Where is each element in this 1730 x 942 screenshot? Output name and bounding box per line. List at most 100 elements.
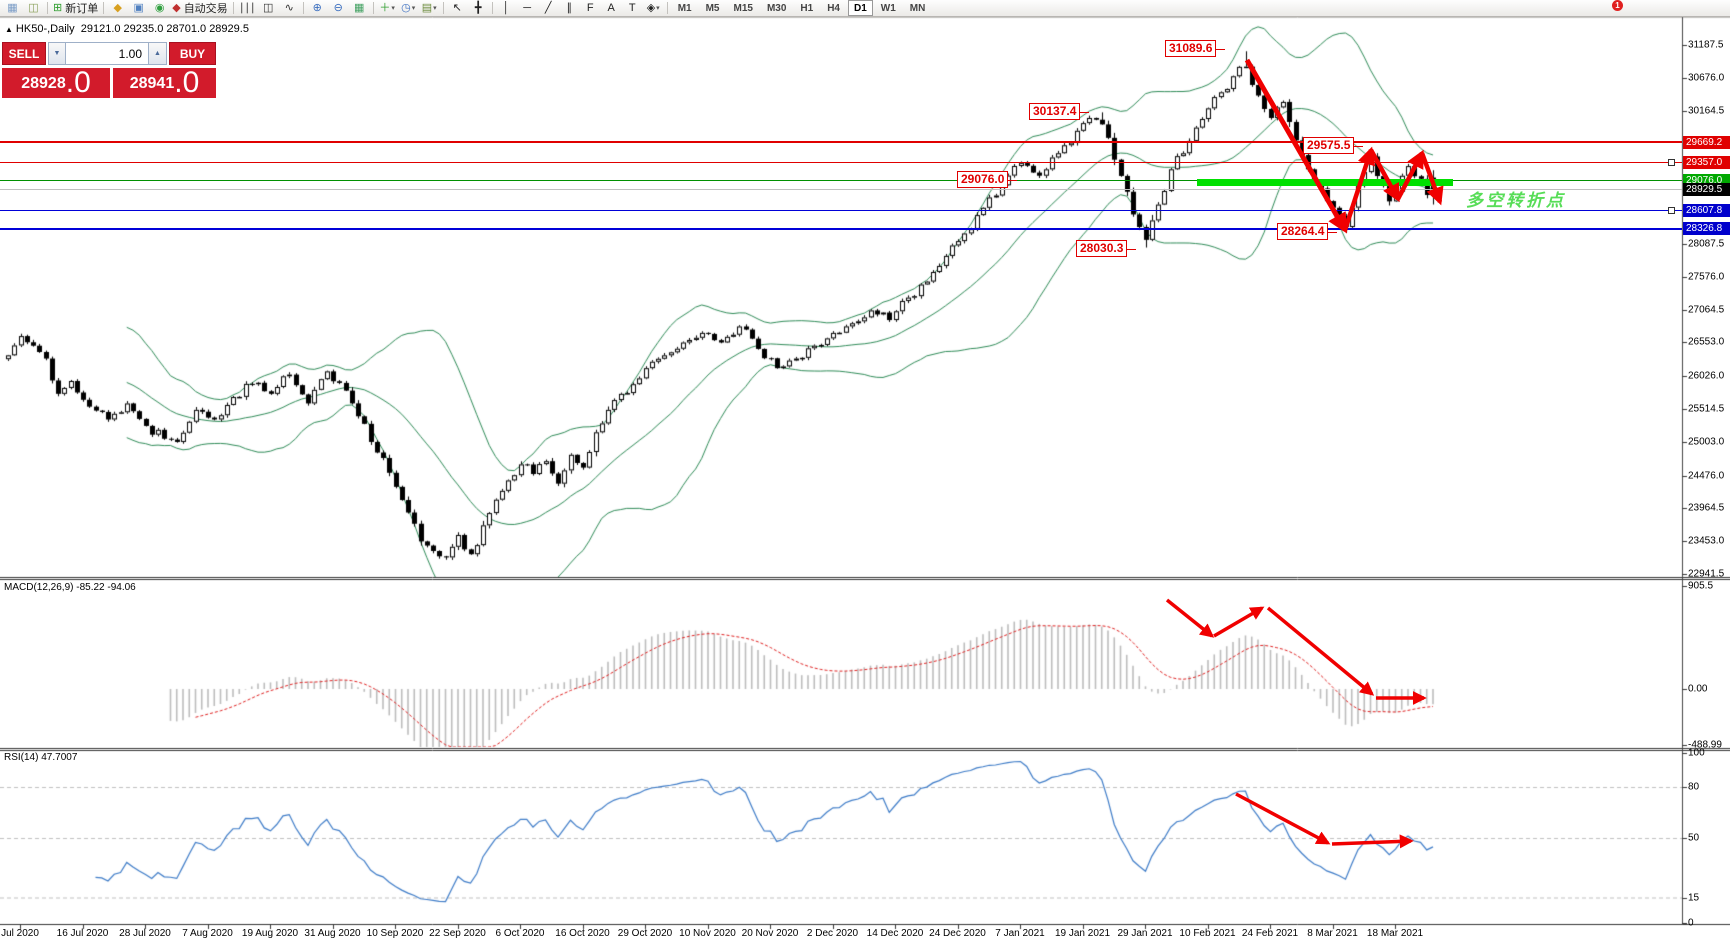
support-zone-highlight[interactable] — [1197, 179, 1453, 186]
signal-icon-glyph: ◉ — [154, 1, 165, 14]
crosshair-icon[interactable]: ╋ — [468, 1, 489, 16]
horizontal-level-line-28607.8[interactable] — [0, 209, 1682, 211]
price-annotation-label[interactable]: 31089.6 — [1165, 40, 1226, 57]
time-axis-label: 29 Oct 2020 — [617, 928, 673, 939]
shapes-icon-dropdown-arrow[interactable]: ▾ — [656, 5, 660, 12]
time-axis-label: 2 Dec 2020 — [806, 928, 859, 939]
toolbar-separator — [442, 2, 444, 14]
trend-arrow-main[interactable] — [1342, 146, 1376, 231]
price-axis-tick-label: 28087.5 — [1688, 238, 1725, 250]
horizontal-level-line-29076[interactable] — [0, 179, 1682, 181]
trend-arrow-macd[interactable] — [1213, 606, 1265, 638]
indicators-icon-dropdown-arrow[interactable]: ▾ — [391, 5, 395, 12]
buy-button[interactable]: BUY — [169, 42, 216, 65]
text-icon[interactable]: A — [601, 1, 622, 16]
time-axis-label: 16 Jul 2020 — [56, 928, 109, 939]
horizontal-line-icon[interactable]: ─ — [517, 1, 538, 16]
bar-chart-icon-glyph: ∣∣∣ — [238, 1, 256, 14]
periods-icon[interactable]: ◷ ▾ — [398, 1, 419, 16]
trend-arrow-main[interactable] — [1369, 148, 1400, 203]
volume-increase-button[interactable]: ▲ — [148, 42, 167, 65]
volume-decrease-button[interactable]: ▼ — [48, 42, 66, 65]
trend-arrow-macd[interactable] — [1266, 606, 1375, 696]
price-annotation-label[interactable]: 28264.4 — [1277, 223, 1338, 240]
line-drag-handle[interactable] — [1668, 206, 1675, 214]
trend-arrow-rsi[interactable] — [1235, 792, 1331, 845]
trend-arrow-main[interactable] — [1419, 152, 1444, 206]
price-axis-tick-label: 30164.5 — [1688, 105, 1725, 117]
indicators-icon[interactable]: ＋ ▾ — [377, 1, 398, 16]
price-annotation-label[interactable]: 29575.5 — [1303, 137, 1364, 154]
macd-axis-tick-label: 0.00 — [1688, 683, 1708, 695]
new-order-button-glyph: ⊞ — [53, 1, 63, 14]
price-annotation-label[interactable]: 29076.0 — [957, 171, 1018, 188]
price-axis-tick-label: 26026.0 — [1688, 370, 1725, 382]
price-axis-tick-label: 27576.0 — [1688, 271, 1725, 283]
toolbar-separator — [103, 2, 105, 14]
tile-windows-icon[interactable]: ▦ — [349, 1, 370, 16]
line-chart-icon-glyph: ∿ — [284, 1, 294, 14]
timeframe-button-h4[interactable]: H4 — [827, 2, 840, 14]
profile-chart-icon[interactable]: ◫ — [23, 1, 44, 16]
trend-arrow-main[interactable] — [1396, 149, 1424, 201]
vertical-line-icon[interactable]: │ — [496, 1, 517, 16]
zoom-out-icon[interactable]: ⊖ — [328, 1, 349, 16]
timeframe-button-m1[interactable]: M1 — [677, 2, 692, 14]
new-order-button[interactable]: ⊞ 新订单 — [51, 1, 100, 16]
timeframe-button-m5[interactable]: M5 — [705, 2, 720, 14]
toolbar-separator — [666, 2, 668, 14]
templates-icon-dropdown-arrow[interactable]: ▾ — [433, 5, 437, 12]
label-icon[interactable]: T — [622, 1, 643, 16]
timeframe-button-w1[interactable]: W1 — [880, 2, 896, 14]
trendline-icon[interactable]: ╱ — [538, 1, 559, 16]
periods-icon-dropdown-arrow[interactable]: ▾ — [411, 5, 416, 12]
horizontal-level-line-28929.5[interactable] — [0, 189, 1682, 191]
candlestick-chart-icon-glyph: ◫ — [262, 1, 274, 14]
vertical-line-icon-glyph: │ — [502, 1, 510, 14]
timeframe-button-m15[interactable]: M15 — [733, 2, 753, 14]
trend-arrow-macd[interactable] — [1165, 598, 1215, 638]
volume-input[interactable] — [66, 42, 148, 65]
sell-price-display[interactable]: 28928.0 — [2, 68, 110, 98]
timeframe-button-mn[interactable]: MN — [909, 2, 926, 14]
horizontal-level-line-29669.2[interactable] — [0, 141, 1682, 144]
chart-title: ▲ HK50-,Daily 29121.0 29235.0 28701.0 289… — [5, 23, 249, 35]
sell-button[interactable]: SELL — [2, 42, 46, 65]
timeframe-button-h1[interactable]: H1 — [800, 2, 814, 14]
price-badge: 29357.0 — [1683, 155, 1730, 169]
buy-price-display[interactable]: 28941.0 — [113, 68, 216, 98]
candlestick-chart-icon[interactable]: ◫ — [258, 1, 279, 16]
timeframe-button-d1[interactable]: D1 — [848, 0, 873, 16]
channel-icon[interactable]: ∥ — [559, 1, 580, 16]
horizontal-level-line-29357[interactable] — [0, 161, 1682, 163]
timeframe-button-m30[interactable]: M30 — [766, 2, 787, 14]
label-icon-glyph: T — [628, 1, 636, 14]
charts-grid-icon[interactable]: ▦ — [2, 1, 23, 16]
cursor-icon[interactable]: ↖ — [447, 1, 468, 16]
macd-axis-tick-label: 905.5 — [1688, 580, 1714, 592]
signal-icon[interactable]: ◉ — [149, 1, 170, 16]
line-chart-icon[interactable]: ∿ — [279, 1, 300, 16]
terminal-icon[interactable]: ▣ — [128, 1, 149, 16]
shapes-icon[interactable]: ◈ ▾ — [643, 1, 664, 16]
bar-chart-icon[interactable]: ∣∣∣ — [237, 1, 258, 16]
zoom-in-icon[interactable]: ⊕ — [307, 1, 328, 16]
trend-arrow-rsi[interactable] — [1331, 834, 1414, 849]
templates-icon[interactable]: ▤ ▾ — [419, 1, 440, 16]
horizontal-level-line-28326.8[interactable] — [0, 227, 1682, 230]
line-drag-handle[interactable] — [1668, 158, 1675, 166]
one-click-toggle[interactable]: ▲ — [5, 25, 13, 34]
price-annotation-label[interactable]: 30137.4 — [1029, 103, 1090, 120]
cn-annotation-text[interactable]: 多空转折点 — [1466, 191, 1566, 210]
terminal-icon-glyph: ▣ — [133, 1, 144, 14]
trend-arrow-main[interactable] — [1244, 58, 1348, 234]
fibonacci-icon[interactable]: F — [580, 1, 601, 16]
eraser-icon[interactable]: ◆ — [107, 1, 128, 16]
price-annotation-label[interactable]: 28030.3 — [1076, 240, 1137, 257]
indicators-icon-glyph: ＋ — [379, 1, 391, 14]
autotrade-button[interactable]: ◆ 自动交易 — [170, 1, 229, 16]
horizontal-line-icon-glyph: ─ — [523, 1, 532, 14]
annotation-connector — [1327, 231, 1338, 233]
